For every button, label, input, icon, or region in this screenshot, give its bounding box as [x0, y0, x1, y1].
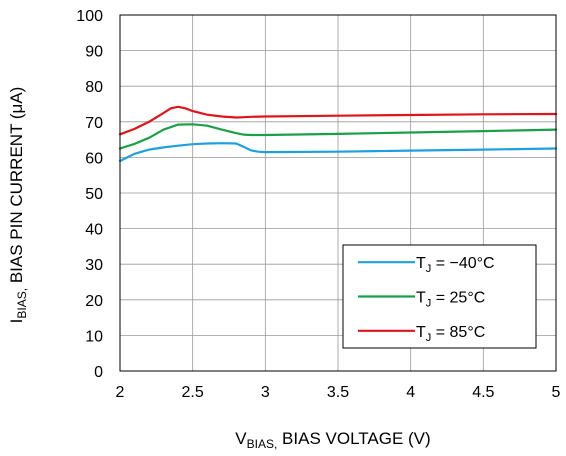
grid	[120, 15, 556, 371]
y-axis-label-sub: BIAS,	[15, 288, 29, 319]
x-tick-label: 4	[406, 384, 415, 401]
x-axis-label-rest: BIAS VOLTAGE (V)	[277, 429, 430, 448]
y-tick-label: 30	[85, 257, 103, 274]
series-lines	[118, 105, 558, 163]
x-axis-label: VBIAS, BIAS VOLTAGE (V)	[235, 429, 430, 451]
plot-frame	[119, 14, 557, 372]
x-tick-label: 3.5	[327, 384, 349, 401]
legend-label-1: TJ = −40°C	[416, 255, 495, 275]
series-line-2	[118, 123, 558, 150]
y-tick-label: 0	[94, 364, 103, 381]
y-tick-label: 90	[85, 44, 103, 61]
x-axis-label-sub: BIAS,	[247, 437, 278, 451]
legend-label-2: TJ = 25°C	[416, 290, 485, 310]
series-line-1	[118, 142, 558, 163]
legend: TJ = −40°C TJ = 25°C TJ = 85°C	[342, 244, 537, 349]
x-tick-label: 5	[552, 384, 561, 401]
y-tick-label: 80	[85, 79, 103, 96]
y-tick-label: 20	[85, 293, 103, 310]
y-tick-label: 100	[76, 8, 103, 25]
x-tick-label: 3	[261, 384, 270, 401]
y-axis-label-rest: BIAS PIN CURRENT (μA)	[7, 87, 26, 288]
x-tick-label: 2.5	[182, 384, 204, 401]
y-tick-label: 10	[85, 328, 103, 345]
y-tick-label: 60	[85, 150, 103, 167]
y-axis-label: IBIAS, BIAS PIN CURRENT (μA)	[7, 87, 29, 324]
x-tick-label: 4.5	[472, 384, 494, 401]
y-tick-label: 50	[85, 186, 103, 203]
y-tick-label: 70	[85, 115, 103, 132]
legend-label-3: TJ = 85°C	[416, 324, 485, 344]
y-axis-label-main: I	[7, 319, 26, 324]
series-line-3	[118, 105, 558, 136]
x-axis-label-main: V	[235, 429, 247, 448]
y-tick-label: 40	[85, 222, 103, 239]
x-tick-label: 2	[116, 384, 125, 401]
